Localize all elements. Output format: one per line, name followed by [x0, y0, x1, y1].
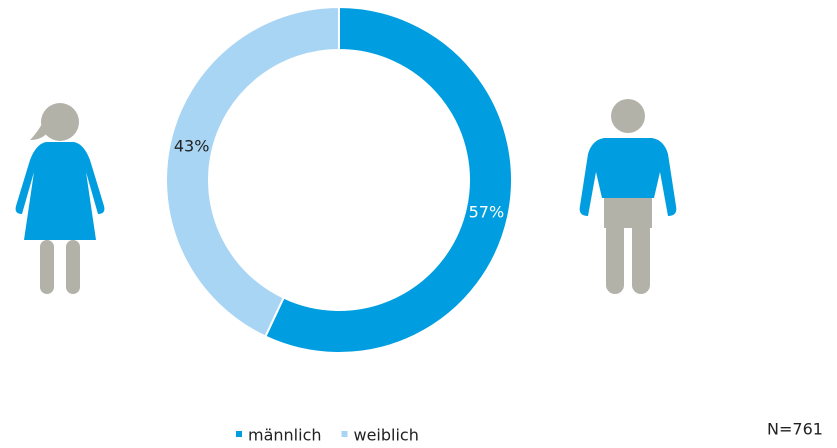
- male-icon: [579, 99, 677, 294]
- data-label: 57%: [469, 202, 505, 221]
- legend-swatch: [341, 431, 348, 437]
- legend-swatch: [236, 431, 242, 437]
- legend-label: männlich: [248, 426, 322, 445]
- donut-segment: [264, 5, 513, 354]
- sample-size: N=761: [767, 420, 823, 439]
- female-icon: [15, 103, 105, 294]
- legend-label: weiblich: [354, 426, 419, 445]
- data-label: 43%: [174, 137, 210, 156]
- donut-segment: [165, 5, 340, 338]
